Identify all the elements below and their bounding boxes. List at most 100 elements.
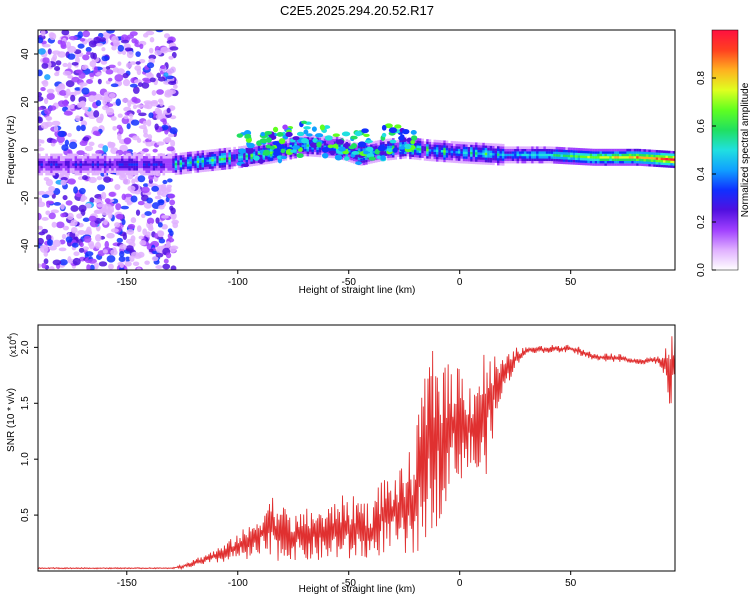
spectrogram-cell [475, 142, 478, 146]
spectrogram-cell [162, 168, 166, 171]
spectrogram-cell [455, 150, 459, 154]
spectrogram-cell [118, 165, 122, 169]
spectrogram-cell [633, 151, 637, 154]
spectrogram-blob [341, 131, 351, 137]
spectrogram-cell [164, 170, 168, 173]
spectrogram-cell [392, 142, 395, 146]
spectrogram-cell [133, 165, 136, 169]
spectrogram-cell [196, 150, 200, 154]
spectrogram-cell [162, 160, 166, 164]
spectrogram-cell [457, 160, 461, 164]
spectrogram-cell [189, 151, 192, 155]
spectrogram-cell [194, 170, 197, 173]
spectrogram-cell [135, 172, 139, 176]
snr-x-tick-label: -50 [342, 578, 357, 589]
spectrogram-blob [238, 148, 247, 154]
spectrogram-cell [536, 153, 539, 157]
noise-blob [76, 150, 85, 156]
spectrogram-cell [313, 151, 317, 155]
noise-blob [114, 222, 121, 228]
spectrogram-cell [345, 148, 349, 152]
spectrogram-blob [354, 130, 363, 137]
spectrogram-cell [628, 160, 632, 164]
noise-blob [112, 67, 120, 73]
spectrogram-heatmap [38, 30, 675, 270]
spectrogram-cell [487, 152, 490, 156]
noise-blob [142, 120, 148, 126]
noise-blob [79, 37, 86, 42]
spectrogram-cell [201, 152, 205, 156]
spectrogram-cell [523, 156, 527, 159]
spectrogram-cell [619, 156, 622, 159]
spectrogram-cell [316, 154, 319, 158]
spectrogram-cell [84, 153, 87, 157]
spectrogram-cell [121, 165, 124, 169]
spectrogram-cell [533, 153, 537, 157]
noise-blob [80, 124, 86, 132]
spectrogram-cell [604, 151, 608, 154]
spectrogram-cell [321, 135, 324, 139]
spectrogram-cell [372, 148, 376, 152]
noise-blob [89, 72, 95, 78]
spectrogram-cell [135, 163, 139, 166]
noise-blob [165, 241, 171, 248]
spectrogram-cell [81, 158, 85, 161]
spectrogram-cell [455, 143, 459, 147]
spectrogram-cell [416, 154, 420, 158]
spectrogram-cell [352, 158, 356, 162]
spectrogram-cell [333, 148, 337, 152]
spectrogram-cell [355, 156, 358, 160]
noise-blob [93, 262, 99, 270]
noise-blob [139, 43, 144, 49]
spectrogram-cell [597, 163, 600, 166]
spectrogram-cell [52, 163, 56, 166]
spectrogram-cell [580, 162, 583, 166]
snr-y-tick-label: 1.5 [20, 396, 31, 410]
spectrogram-cell [238, 146, 241, 149]
spectrogram-cell [111, 168, 114, 171]
spectrogram-cell [204, 154, 207, 158]
spectrogram-cell [201, 167, 205, 170]
spectrogram-cell [623, 163, 627, 166]
spectrogram-cell [145, 170, 149, 173]
spectrogram-cell [145, 172, 149, 176]
spectrogram-cell [597, 151, 600, 154]
spectrogram-cell [243, 155, 246, 158]
noise-blob [169, 212, 177, 220]
colorbar-tick-label: 0.8 [696, 71, 707, 85]
spectrogram-cell [357, 145, 361, 149]
spectrogram-cell [531, 146, 534, 149]
spectrogram-blob [296, 153, 304, 159]
spectrogram-cell [309, 137, 312, 140]
noise-blob [88, 40, 98, 48]
spectrogram-cell [438, 147, 441, 150]
spectrogram-blob [411, 135, 418, 141]
spectrogram-cell [641, 163, 644, 167]
spectrogram-cell [543, 156, 546, 159]
spectrogram-cell [426, 139, 429, 142]
spectrogram-cell [521, 146, 525, 149]
spectrogram-cell [555, 158, 559, 162]
spectrogram-cell [450, 157, 454, 161]
noise-blob [82, 136, 90, 142]
spectrogram-cell [667, 157, 671, 161]
spectrogram-cell [52, 153, 56, 157]
spectrogram-cell [225, 154, 229, 158]
spectrogram-cell [494, 150, 498, 154]
noise-blob [52, 239, 61, 248]
spectrogram-cell [487, 162, 490, 165]
spectrogram-cell [211, 161, 214, 164]
spectrogram-cell [245, 154, 249, 158]
spectrogram-cell [142, 168, 146, 171]
spectrogram-cell [96, 168, 100, 171]
spectrogram-cell [589, 163, 593, 166]
spectrogram-cell [174, 153, 178, 156]
spectrogram-cell [333, 136, 337, 140]
spectrogram-cell [255, 160, 258, 164]
spectrogram-cell [284, 153, 288, 156]
spectrogram-cell [426, 146, 429, 149]
spectrogram-cell [428, 158, 432, 162]
spectrogram-cell [387, 138, 390, 142]
spectrogram-blob [272, 126, 279, 133]
spectrogram-cell [333, 138, 337, 142]
